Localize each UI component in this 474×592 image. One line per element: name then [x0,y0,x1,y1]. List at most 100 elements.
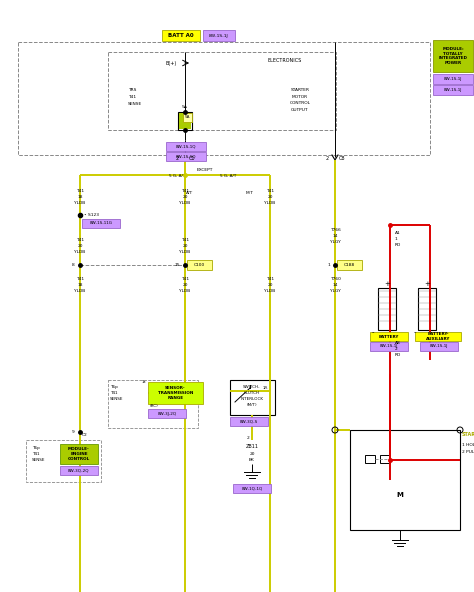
Text: 8W-1S-1J: 8W-1S-1J [430,345,448,349]
Bar [420,342,458,351]
Bar [337,260,362,270]
Text: T6p: T6p [32,446,40,450]
Text: +: + [384,281,390,287]
Text: RD: RD [395,353,401,357]
Text: YLDB: YLDB [264,289,275,293]
Text: C100: C100 [194,263,205,267]
Text: 5A: 5A [185,115,190,120]
Text: 20: 20 [182,195,188,199]
Text: YLDB: YLDB [264,201,275,205]
Text: M: M [397,492,403,498]
Text: STARTER: STARTER [291,88,310,92]
Text: MODULE:
TOTALLY
INTEGRATED
POWER: MODULE: TOTALLY INTEGRATED POWER [438,47,467,65]
Bar [380,455,390,463]
Text: SENSOR-
TRANSMISSION
RANGE: SENSOR- TRANSMISSION RANGE [158,387,193,400]
Text: BATTERY: BATTERY [379,334,399,339]
Text: CLUTCH: CLUTCH [244,391,260,395]
Bar [178,112,192,130]
Text: 18: 18 [77,283,83,287]
Text: C2: C2 [82,433,88,437]
Bar [179,113,191,129]
Text: 8W-1S-1J: 8W-1S-1J [209,34,229,37]
Text: BK: BK [249,458,255,462]
Text: A1: A1 [395,231,401,235]
Text: 5 G, A/T: 5 G, A/T [169,174,185,178]
Text: 20: 20 [267,283,273,287]
Text: 20: 20 [182,283,188,287]
Text: SENSE: SENSE [110,397,124,401]
Text: 20: 20 [249,452,255,456]
Text: 8W-1S-1Q: 8W-1S-1Q [176,144,196,149]
Text: 8W-1S-1Q: 8W-1S-1Q [176,155,196,159]
Text: T41: T41 [32,452,39,456]
Text: (M/T): (M/T) [246,403,257,407]
Text: 20: 20 [77,244,83,248]
Text: 1: 1 [395,237,398,241]
Text: T41: T41 [76,277,84,281]
Text: SWITCH-: SWITCH- [243,385,261,389]
Text: YLDB: YLDB [179,201,191,205]
Text: 5 G, A/T: 5 G, A/T [220,174,237,178]
Bar [365,455,375,463]
Text: A8: A8 [395,341,401,345]
Text: YLDB: YLDB [74,201,86,205]
Text: 8W-1S-1J: 8W-1S-1J [444,77,462,81]
Bar [82,219,120,228]
Bar [230,380,275,415]
Bar [233,484,271,493]
Text: 5A: 5A [182,105,188,109]
Text: CONTROL: CONTROL [290,101,310,105]
Bar [230,417,268,426]
Bar [183,113,192,122]
Text: -: - [372,329,374,335]
Text: YLGY: YLGY [329,289,340,293]
Text: 8W-1S-11G: 8W-1S-11G [90,221,112,226]
Text: 8: 8 [72,263,75,267]
Text: OUTPUT: OUTPUT [291,108,309,112]
Text: SENSE: SENSE [128,102,142,106]
Text: 14: 14 [332,283,338,287]
Text: 8W-3Q-S: 8W-3Q-S [240,420,258,423]
Text: 2: 2 [395,347,398,351]
Text: C188: C188 [344,263,355,267]
Text: YLDB: YLDB [74,289,86,293]
Text: 8W-1Q-1Q: 8W-1Q-1Q [241,487,263,491]
Text: • S123: • S123 [84,213,99,217]
Bar [370,332,408,341]
Text: 1 HOLD-IN: 1 HOLD-IN [462,443,474,447]
Text: INTERLOCK: INTERLOCK [240,397,264,401]
Text: -: - [413,329,416,335]
Text: YLGY: YLGY [329,240,340,244]
Text: T41: T41 [128,95,136,99]
Bar [433,74,473,84]
Text: T41: T41 [181,277,189,281]
Bar [60,444,98,464]
Text: ELECTRONICS: ELECTRONICS [268,57,302,63]
Text: 2: 2 [326,156,329,160]
Text: T41: T41 [266,189,274,193]
Bar [370,342,408,351]
Text: 8W-1S-1J: 8W-1S-1J [444,88,462,92]
Text: YLDB: YLDB [179,250,191,254]
Text: RD: RD [395,243,401,247]
Text: 8W-3Q-2Q: 8W-3Q-2Q [68,468,90,472]
Text: STARTER: STARTER [462,433,474,437]
Bar [166,152,206,161]
Text: SENSE: SENSE [32,458,46,462]
Bar [60,466,98,475]
Text: T41: T41 [76,238,84,242]
Bar [187,260,212,270]
Text: YLDB: YLDB [179,289,191,293]
Text: T41: T41 [181,238,189,242]
Text: YLDB: YLDB [74,250,86,254]
Text: 1ε: 1ε [141,380,146,384]
Bar [415,332,461,341]
Bar [148,409,186,418]
Text: 8W-1S-1J: 8W-1S-1J [380,345,398,349]
Text: 20: 20 [182,244,188,248]
Text: T41: T41 [110,391,118,395]
Bar [108,380,198,428]
Text: 1Λ: 1Λ [263,386,268,390]
Text: EXCEPT: EXCEPT [197,168,213,172]
Text: 1: 1 [327,263,330,267]
